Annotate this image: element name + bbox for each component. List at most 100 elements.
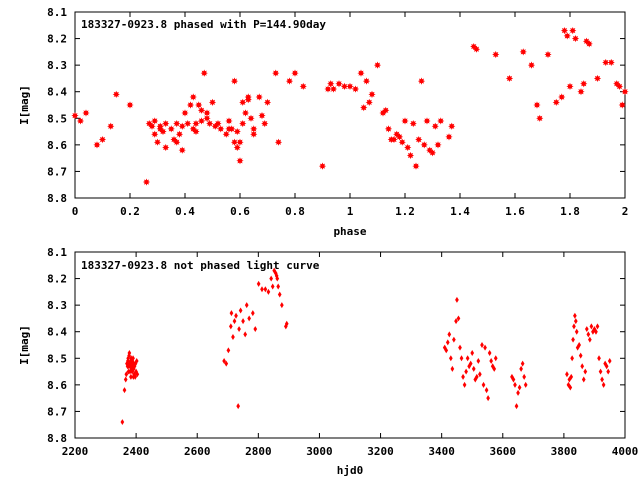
data-point [256, 280, 261, 287]
data-point [351, 85, 360, 93]
data-point [239, 120, 247, 128]
data-point [247, 315, 252, 322]
x-tick-label: 3600 [490, 445, 517, 458]
data-point [571, 336, 575, 343]
data-point [112, 90, 120, 98]
x-tick-label: 1 [347, 205, 354, 218]
data-point [159, 127, 167, 136]
data-point [417, 77, 426, 85]
data-point [236, 403, 241, 410]
data-point [276, 283, 281, 290]
data-point [142, 178, 151, 186]
data-point [270, 283, 275, 290]
data-point [594, 328, 598, 335]
data-point [462, 381, 467, 388]
data-point [76, 117, 85, 125]
data-point [398, 138, 406, 146]
data-point [577, 88, 585, 96]
data-point [465, 355, 470, 362]
data-point [470, 349, 475, 356]
x-axis-label: phase [333, 225, 366, 238]
data-point [272, 69, 280, 77]
data-point [520, 360, 525, 367]
data-point [284, 320, 289, 327]
data-point [437, 117, 445, 125]
data-point [132, 363, 137, 370]
data-point [591, 328, 595, 335]
data-point [186, 101, 195, 109]
data-point [390, 135, 398, 144]
data-point [291, 69, 299, 77]
data-point [134, 357, 139, 364]
y-tick-label: 8.1 [47, 6, 67, 19]
data-point [607, 58, 615, 67]
y-tick-label: 8.8 [47, 192, 67, 205]
data-point [489, 357, 494, 364]
data-point [184, 120, 192, 128]
data-point [229, 310, 234, 317]
data-point [474, 373, 479, 380]
data-point [565, 371, 569, 378]
data-point [236, 138, 244, 146]
x-axis-label: hjd0 [337, 464, 364, 477]
data-point [373, 61, 382, 69]
data-point [578, 352, 583, 359]
data-point [580, 80, 588, 88]
data-point [461, 373, 465, 380]
data-point [340, 82, 349, 90]
data-point [243, 331, 248, 338]
y-tick-label: 8.3 [47, 59, 67, 72]
data-point [454, 318, 458, 325]
data-point [261, 120, 269, 128]
data-point [203, 114, 211, 122]
x-tick-label: 2600 [184, 445, 211, 458]
y-tick-label: 8.3 [47, 299, 67, 312]
data-point [195, 101, 203, 109]
data-point [233, 143, 241, 152]
data-point [127, 352, 131, 359]
data-point [327, 80, 335, 88]
data-point [523, 381, 528, 388]
data-point [597, 355, 601, 362]
data-point [71, 112, 79, 120]
data-point [583, 368, 588, 375]
data-point [452, 336, 456, 343]
data-point [224, 360, 229, 367]
data-point [173, 138, 181, 146]
data-point [493, 355, 498, 362]
data-point [566, 82, 574, 90]
data-point [107, 122, 115, 130]
unphased-light-curve-panel: 2200 2400 2600 2800 3000 3200 3400 3600 3800 4000… [18, 246, 638, 477]
data-point [133, 360, 138, 367]
data-point [274, 272, 279, 279]
y-tick-label: 8.8 [47, 432, 67, 445]
data-point [237, 326, 241, 333]
data-point [258, 112, 266, 120]
y-tick-label: 8.5 [47, 352, 67, 365]
data-point [324, 85, 332, 93]
data-point [602, 58, 610, 67]
data-point [481, 381, 486, 388]
data-point [244, 96, 252, 104]
phased-light-curve-panel: 0 0.2 0.4 0.6 0.8 1 1.2 1.4 1.6 1.8 2 8.1 8.2 8.3 8.4 8… [18, 6, 629, 238]
data-point [263, 98, 272, 106]
x-tick-label: 2400 [123, 445, 150, 458]
data-point [573, 318, 578, 325]
data-point [409, 120, 417, 128]
data-point [492, 365, 497, 372]
data-point [423, 117, 431, 125]
data-point [580, 363, 585, 370]
data-point [175, 130, 184, 138]
data-point [588, 336, 592, 343]
x-tick-label: 3800 [551, 445, 578, 458]
data-point [122, 387, 127, 394]
data-point [448, 355, 453, 362]
data-point [445, 339, 450, 346]
data-point [517, 384, 522, 391]
data-point [467, 363, 472, 370]
data-point [586, 331, 591, 338]
data-point [250, 310, 255, 317]
data-point [200, 69, 208, 77]
data-point [234, 312, 238, 319]
